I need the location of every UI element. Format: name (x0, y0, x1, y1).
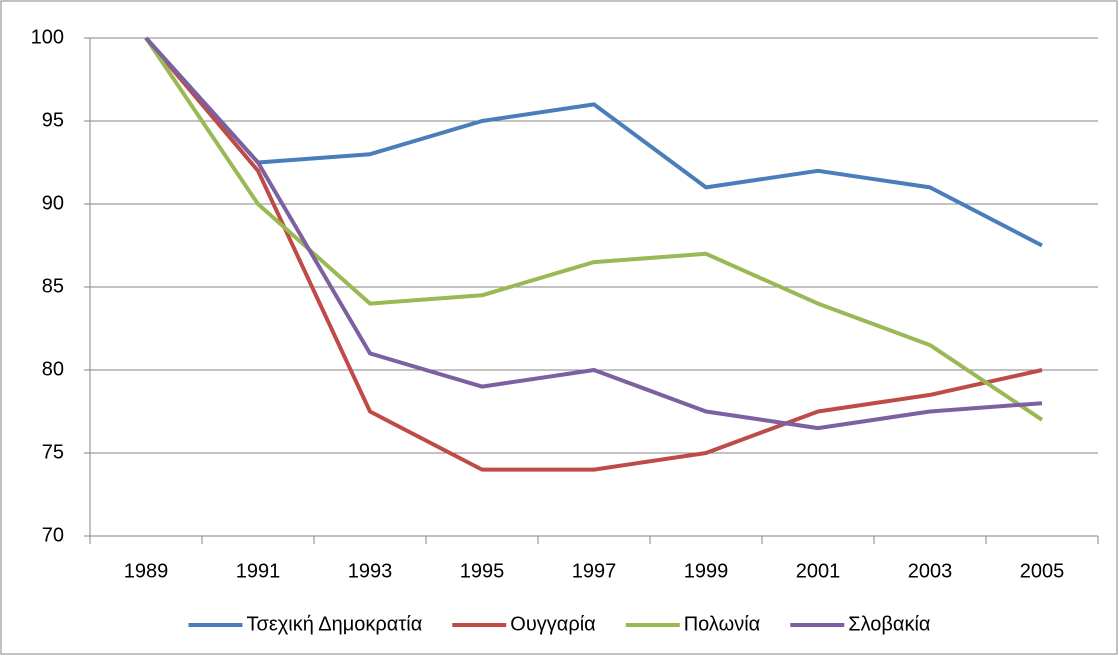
y-tick-label: 85 (42, 275, 64, 297)
x-tick-label: 1991 (236, 560, 281, 582)
y-tick-label: 80 (42, 358, 64, 380)
x-tick-label: 1999 (684, 560, 729, 582)
x-tick-label: 1993 (348, 560, 393, 582)
series-line (144, 36, 1043, 431)
y-tick-label: 70 (42, 524, 64, 546)
legend-label: Πολωνία (684, 613, 761, 635)
x-tick-label: 1997 (572, 560, 617, 582)
x-tick-label: 1995 (460, 560, 505, 582)
series-line (144, 36, 1044, 422)
y-tick-label: 75 (42, 441, 64, 463)
x-tick-label: 2001 (796, 560, 841, 582)
x-tick-label: 2005 (1020, 560, 1065, 582)
y-tick-label: 90 (42, 192, 64, 214)
legend-label: Ουγγαρία (510, 613, 595, 635)
y-tick-label: 95 (42, 109, 64, 131)
x-tick-label: 1989 (124, 560, 169, 582)
series-line (144, 36, 1043, 248)
series-line (144, 36, 1043, 472)
legend-label: Τσεχική Δημοκρατία (246, 613, 422, 635)
y-tick-label: 100 (31, 26, 64, 48)
x-tick-label: 2003 (908, 560, 953, 582)
legend-label: Σλοβακία (848, 613, 930, 635)
